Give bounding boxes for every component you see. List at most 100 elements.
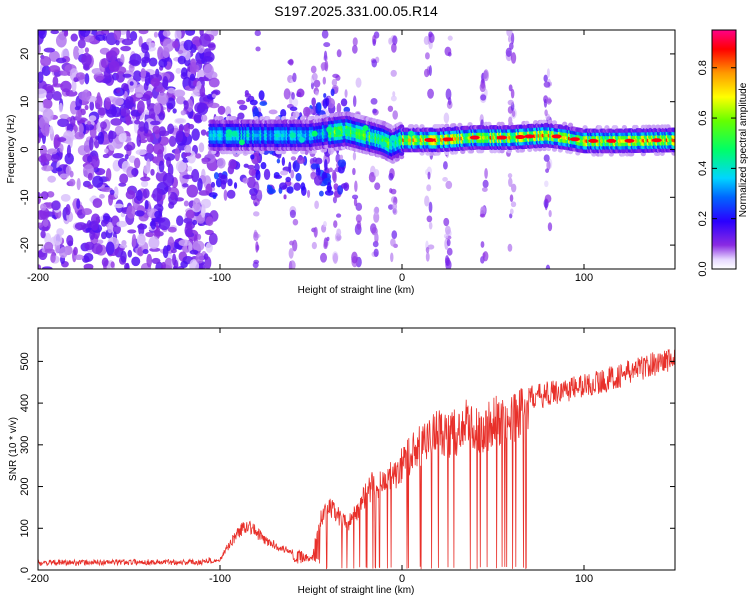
- heatmap-cell: [323, 50, 328, 61]
- heatmap-cell: [426, 184, 432, 192]
- heatmap-cell: [362, 125, 369, 132]
- heatmap-cell: [176, 215, 184, 227]
- heatmap-cell: [88, 115, 97, 122]
- heatmap-cell: [166, 97, 176, 110]
- snr-xtick-label: 0: [399, 573, 405, 585]
- heatmap-cell: [231, 130, 238, 137]
- heatmap-cell: [60, 193, 71, 202]
- heatmap-cell: [84, 47, 89, 54]
- heatmap-cell: [148, 57, 158, 67]
- heatmap-cell: [172, 108, 177, 114]
- heatmap-cell: [250, 193, 257, 201]
- heatmap-cell: [303, 106, 311, 117]
- heatmap-cell: [167, 87, 176, 94]
- heatmap-cell: [524, 134, 535, 139]
- heatmap-cell: [140, 176, 151, 182]
- heatmap-cell: [113, 30, 122, 41]
- heatmap-cell: [446, 247, 453, 256]
- heatmap-cell: [233, 182, 238, 189]
- heatmap-cell: [79, 30, 91, 38]
- heatmap-cell: [50, 253, 56, 263]
- heatmap-cell: [199, 76, 209, 82]
- chart-title: S197.2025.331.00.05.R14: [274, 3, 438, 19]
- heatmap-cell: [62, 130, 74, 145]
- heatmap-cell: [313, 79, 321, 88]
- heatmap-cell: [254, 163, 260, 172]
- colorbar-label: Normalized spectral amplitude: [738, 82, 749, 217]
- heatmap-cell: [322, 98, 328, 109]
- heatmap-cell: [120, 107, 131, 117]
- heatmap-cell: [551, 134, 562, 139]
- heatmap-cell: [336, 228, 342, 237]
- heatmap-cell: [354, 180, 358, 193]
- heatmap-cell: [328, 167, 333, 173]
- heatmap-cell: [243, 163, 249, 168]
- heatmap-cell: [273, 174, 283, 179]
- heatmap-cell: [330, 88, 335, 97]
- heatmap-cell: [370, 97, 378, 105]
- heatmap-cell: [200, 129, 207, 136]
- heatmap-cell: [335, 213, 342, 218]
- heatmap-cell: [249, 99, 258, 106]
- heatmap-cell: [280, 108, 287, 118]
- heatmap-cell: [255, 169, 261, 181]
- heatmap-cell: [150, 77, 160, 87]
- snr-frame: [37, 327, 676, 571]
- heatmap-cell: [300, 182, 306, 191]
- heatmap-cell: [184, 223, 193, 238]
- heatmap-cell: [323, 93, 327, 98]
- heatmap-cell: [351, 251, 358, 264]
- heatmap-cell: [283, 88, 291, 100]
- heatmap-cell: [116, 220, 128, 228]
- heatmap-cell: [340, 98, 348, 107]
- heatmap-cell: [483, 69, 489, 82]
- heatmap-cell: [445, 180, 453, 190]
- heatmap-cell: [89, 100, 95, 111]
- heatmap-cell: [141, 43, 149, 54]
- heatmap-cell: [227, 178, 233, 187]
- heatmap-cell: [180, 67, 188, 77]
- heatmap-cell: [46, 148, 58, 155]
- heatmap-cell: [445, 88, 452, 100]
- heatmap-cell: [443, 233, 449, 239]
- heatmap-cell: [42, 98, 53, 110]
- heatmap-cell: [114, 125, 124, 136]
- heatmap-cell: [150, 168, 155, 176]
- heatmap-cell: [567, 122, 574, 128]
- heatmap-cell: [217, 105, 226, 115]
- heatmap-cell: [197, 233, 202, 241]
- heatmap-cell: [244, 89, 249, 96]
- heatmap-cell: [444, 255, 450, 266]
- heatmap-cell: [87, 155, 93, 163]
- heatmap-cell: [53, 233, 63, 246]
- heatmap-cell: [428, 201, 433, 213]
- snr-ytick-label: 200: [19, 477, 31, 495]
- heatmap-cell: [42, 219, 49, 228]
- heatmap-cell: [508, 177, 513, 188]
- heatmap-cell: [399, 154, 405, 160]
- heatmap-cell: [134, 84, 145, 98]
- heatmap-cell: [115, 39, 120, 46]
- heatmap-cell: [138, 223, 145, 237]
- heatmap-cell: [447, 97, 452, 106]
- heatmap-cell: [199, 33, 211, 47]
- heatmap-cell: [138, 30, 149, 35]
- heatmap-cell: [480, 94, 487, 101]
- heatmap-cell: [113, 186, 119, 199]
- heatmap-cell: [424, 195, 430, 207]
- heatmap-cell: [671, 127, 675, 133]
- heatmap-cell: [142, 188, 150, 199]
- colorbar-tick-label: 0.4: [697, 161, 709, 176]
- heatmap-cell: [136, 233, 146, 246]
- heatmap-cell: [352, 167, 356, 176]
- heatmap-cell: [121, 38, 134, 46]
- heatmap-cell: [110, 118, 123, 126]
- heatmap-cell: [391, 230, 398, 240]
- heatmap-cell: [220, 174, 228, 185]
- heatmap-cell: [324, 60, 329, 72]
- snr-x-axis-title: Height of straight line (km): [298, 585, 415, 596]
- heatmap-cell: [143, 121, 149, 134]
- heatmap-cell: [177, 55, 186, 65]
- heatmap-cell: [236, 99, 246, 105]
